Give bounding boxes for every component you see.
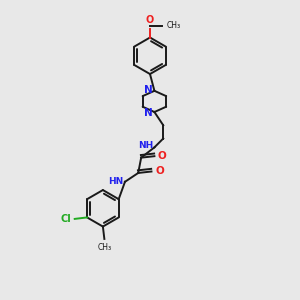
Text: NH: NH — [138, 141, 153, 150]
Text: CH₃: CH₃ — [166, 21, 180, 30]
Text: N: N — [144, 85, 152, 95]
Text: HN: HN — [108, 177, 124, 186]
Text: O: O — [146, 15, 154, 25]
Text: N: N — [144, 108, 152, 118]
Text: Cl: Cl — [60, 214, 71, 224]
Text: O: O — [158, 151, 167, 160]
Text: CH₃: CH₃ — [97, 243, 111, 252]
Text: O: O — [155, 166, 164, 176]
